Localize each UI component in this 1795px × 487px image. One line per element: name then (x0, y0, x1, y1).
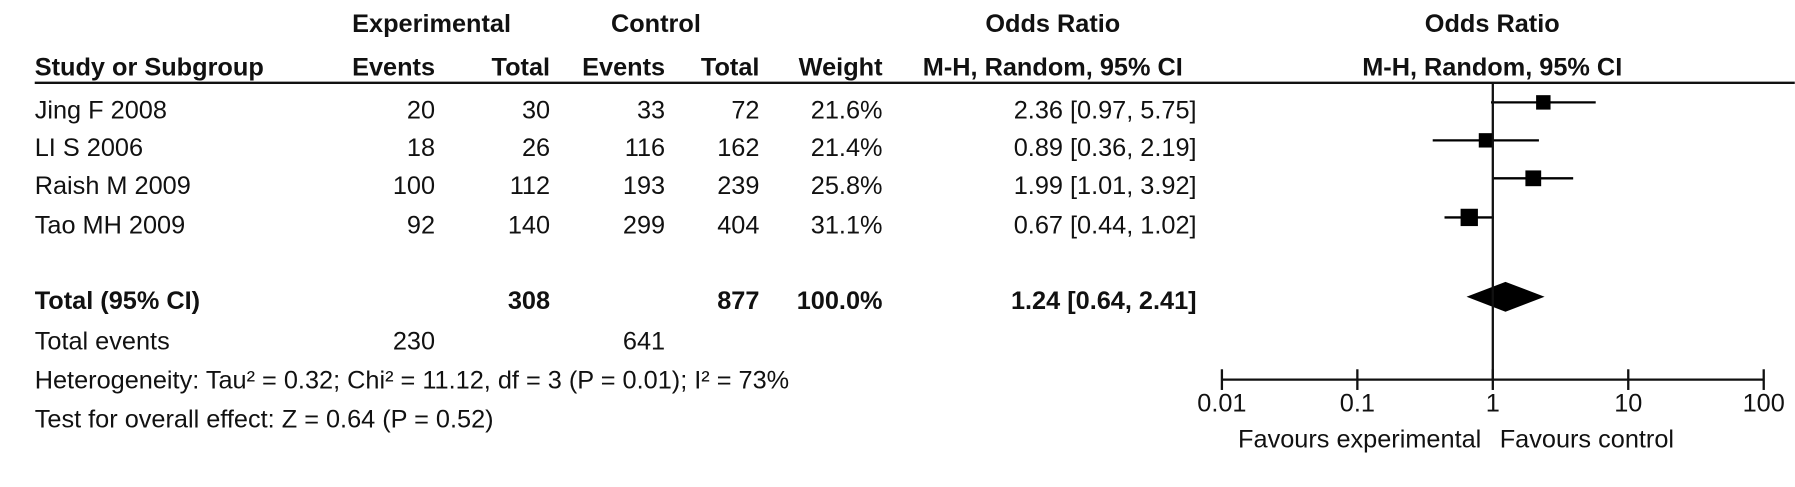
x-tick-label: 100 (1743, 390, 1785, 418)
x-tick-label: 10 (1614, 390, 1642, 418)
x-tick-label: 0.01 (1197, 390, 1246, 418)
study-name: Tao MH 2009 (35, 211, 185, 239)
x-label-left: Favours experimental (1238, 425, 1481, 453)
exp-total: 26 (522, 134, 550, 162)
study-name: Raish M 2009 (35, 172, 191, 200)
ci-label: 0.67 [0.44, 1.02] (1014, 211, 1197, 239)
study-name: LI S 2006 (35, 134, 143, 162)
weight: 31.1% (811, 211, 883, 239)
column-header: Weight (799, 54, 883, 82)
exp-total: 140 (508, 211, 550, 239)
group-header: Experimental (352, 10, 511, 38)
weight: 25.8% (811, 172, 883, 200)
column-header: M-H, Random, 95% CI (923, 54, 1183, 82)
total-ci: 1.24 [0.64, 2.41] (1011, 287, 1197, 315)
weight: 21.6% (811, 96, 883, 124)
heterogeneity: Heterogeneity: Tau² = 0.32; Chi² = 11.12… (35, 367, 789, 395)
study-name: Jing F 2008 (35, 96, 167, 124)
or-square (1525, 170, 1542, 187)
total-events-label: Total events (35, 327, 170, 355)
group-header: Control (611, 10, 701, 38)
total-ctrl: 877 (717, 287, 759, 315)
ctrl-events: 33 (637, 96, 665, 124)
exp-total: 112 (510, 172, 550, 200)
column-header: Study or Subgroup (35, 54, 264, 82)
x-tick-label: 0.1 (1340, 390, 1375, 418)
total-exp: 308 (508, 287, 550, 315)
overall-effect: Test for overall effect: Z = 0.64 (P = 0… (35, 406, 494, 434)
column-header: Events (582, 54, 665, 82)
group-header: Odds Ratio (1425, 10, 1560, 38)
exp-events: 18 (407, 134, 435, 162)
column-header: M-H, Random, 95% CI (1362, 54, 1622, 82)
or-square (1478, 133, 1494, 148)
weight: 21.4% (811, 134, 883, 162)
or-square (1536, 95, 1551, 110)
exp-events: 100 (393, 172, 435, 200)
ctrl-total: 72 (731, 96, 759, 124)
ci-label: 2.36 [0.97, 5.75] (1014, 96, 1197, 124)
group-header: Odds Ratio (985, 10, 1120, 38)
summary-diamond (1466, 281, 1545, 312)
x-label-right: Favours control (1500, 425, 1674, 453)
x-tick-label: 1 (1486, 390, 1500, 418)
ctrl-events: 299 (623, 211, 665, 239)
total-events-exp: 230 (393, 327, 435, 355)
ci-label: 0.89 [0.36, 2.19] (1014, 134, 1197, 162)
ctrl-total: 404 (717, 211, 759, 239)
ctrl-total: 239 (717, 172, 759, 200)
total-label: Total (95% CI) (35, 287, 200, 315)
total-events-ctrl: 641 (623, 327, 665, 355)
ctrl-events: 193 (623, 172, 665, 200)
exp-events: 92 (407, 211, 435, 239)
column-header: Total (701, 54, 760, 82)
ctrl-events: 116 (625, 134, 665, 162)
total-weight: 100.0% (797, 287, 883, 315)
ci-label: 1.99 [1.01, 3.92] (1014, 172, 1197, 200)
exp-total: 30 (522, 96, 550, 124)
column-header: Total (492, 54, 551, 82)
or-square (1460, 208, 1478, 227)
ctrl-total: 162 (717, 134, 759, 162)
column-header: Events (352, 54, 435, 82)
exp-events: 20 (407, 96, 435, 124)
